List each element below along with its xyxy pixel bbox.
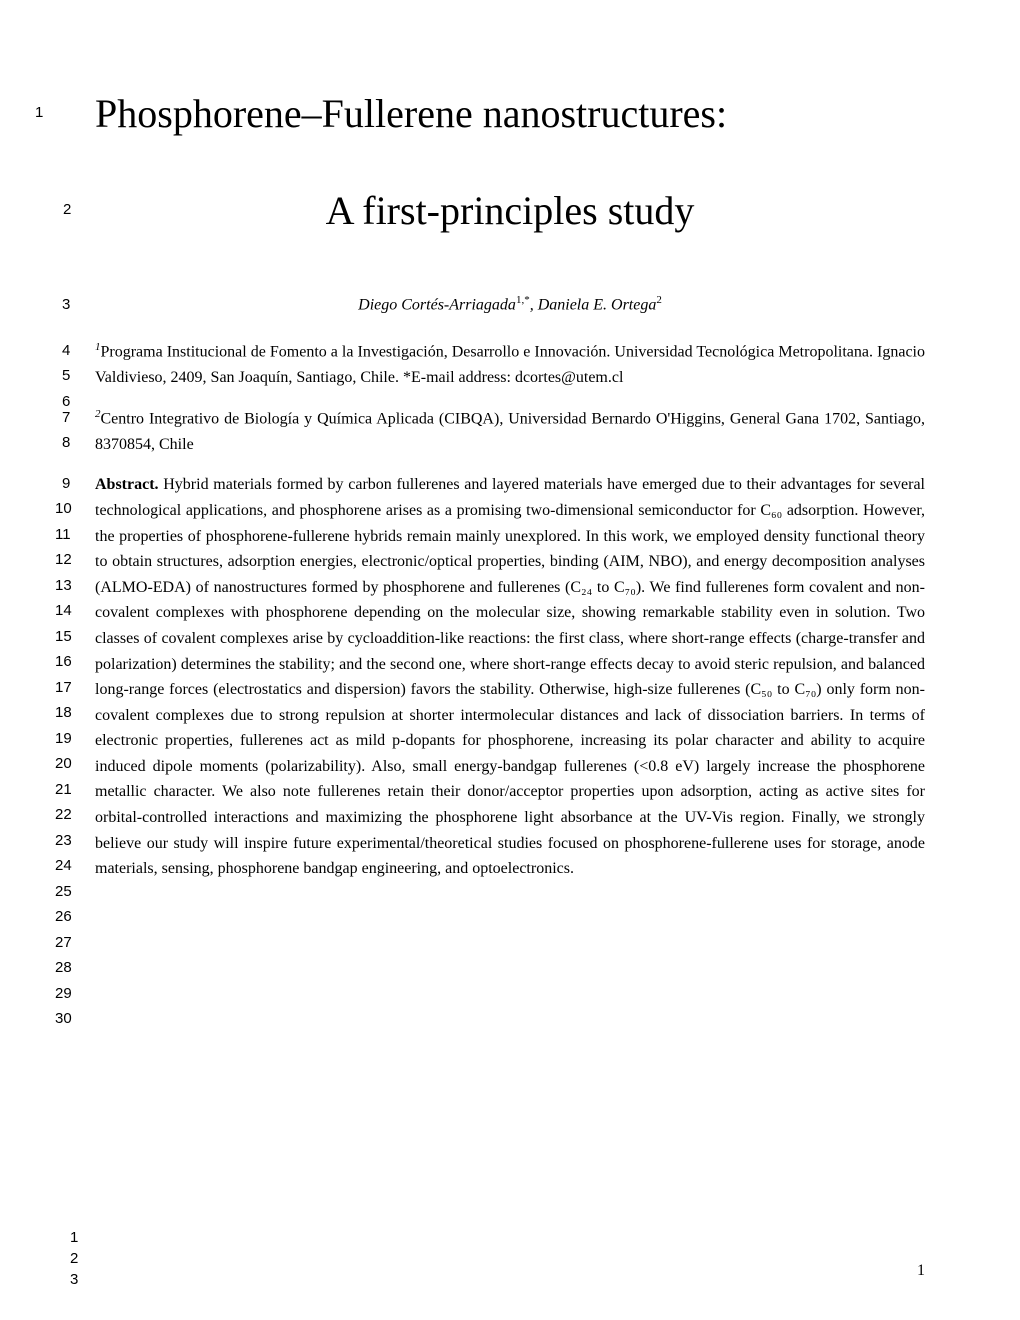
affiliation-2-text: Centro Integrativo de Biología y Química…	[95, 410, 925, 453]
line-number-30: 30	[55, 1010, 72, 1027]
line-number-2: 2	[63, 201, 71, 218]
author-2-sup: 2	[656, 294, 662, 306]
line-number-21: 21	[55, 781, 72, 798]
line-number-18: 18	[55, 704, 72, 721]
line-number-24: 24	[55, 857, 72, 874]
author-2: , Daniela E. Ortega	[530, 296, 657, 313]
line-number-10: 10	[55, 500, 72, 517]
line-number-29: 29	[55, 985, 72, 1002]
footer-number-3: 3	[70, 1269, 78, 1290]
author-1: Diego Cortés-Arriagada	[358, 296, 516, 313]
abstract-wrap: 9 10 11 12 13 14 15 16 17 18 19 20 21 22…	[65, 472, 925, 882]
line-number-1: 1	[35, 104, 43, 121]
abstract-label: Abstract.	[95, 476, 159, 493]
line-number-3: 3	[62, 296, 70, 313]
line-number-28: 28	[55, 959, 72, 976]
line-number-20: 20	[55, 755, 72, 772]
line-number-23: 23	[55, 832, 72, 849]
affiliation-1-wrap: 4 5 6 1Programa Institucional de Fomento…	[65, 339, 925, 391]
line-number-27: 27	[55, 934, 72, 951]
abstract: Abstract. Hybrid materials formed by car…	[95, 472, 925, 882]
line-number-15: 15	[55, 628, 72, 645]
line-number-9: 9	[62, 475, 70, 492]
affiliation-1: 1Programa Institucional de Fomento a la …	[95, 339, 925, 391]
line-number-11: 11	[55, 526, 71, 543]
page-number: 1	[917, 1262, 925, 1280]
footer-numbers: 1 2 3	[70, 1227, 78, 1290]
authors-wrap: 3 Diego Cortés-Arriagada1,*, Daniela E. …	[65, 294, 925, 314]
line-number-22: 22	[55, 806, 72, 823]
title-line2-wrap: 2 A first-principles study	[65, 187, 925, 234]
abstract-body: Hybrid materials formed by carbon fuller…	[95, 476, 925, 877]
affiliation-2-wrap: 7 8 2Centro Integrativo de Biología y Qu…	[65, 406, 925, 458]
line-number-17: 17	[55, 679, 72, 696]
line-number-13: 13	[55, 577, 72, 594]
footer-number-1: 1	[70, 1227, 78, 1248]
line-number-12: 12	[55, 551, 72, 568]
title-line2: A first-principles study	[95, 187, 925, 234]
line-number-16: 16	[55, 653, 72, 670]
line-number-14: 14	[55, 602, 72, 619]
line-number-4: 4	[62, 342, 70, 359]
author-1-sup: 1,*	[516, 294, 530, 306]
footer-number-2: 2	[70, 1248, 78, 1269]
affiliation-1-text: Programa Institucional de Fomento a la I…	[95, 344, 925, 387]
line-number-7: 7	[62, 409, 70, 426]
title-line1-wrap: 1 Phosphorene–Fullerene nanostructures:	[65, 90, 925, 137]
title-line1: Phosphorene–Fullerene nanostructures:	[95, 90, 925, 137]
line-number-5: 5	[62, 367, 70, 384]
line-number-19: 19	[55, 730, 72, 747]
line-number-8: 8	[62, 434, 70, 451]
line-number-25: 25	[55, 883, 72, 900]
authors: Diego Cortés-Arriagada1,*, Daniela E. Or…	[95, 294, 925, 314]
affiliation-2: 2Centro Integrativo de Biología y Químic…	[95, 406, 925, 458]
line-number-26: 26	[55, 908, 72, 925]
